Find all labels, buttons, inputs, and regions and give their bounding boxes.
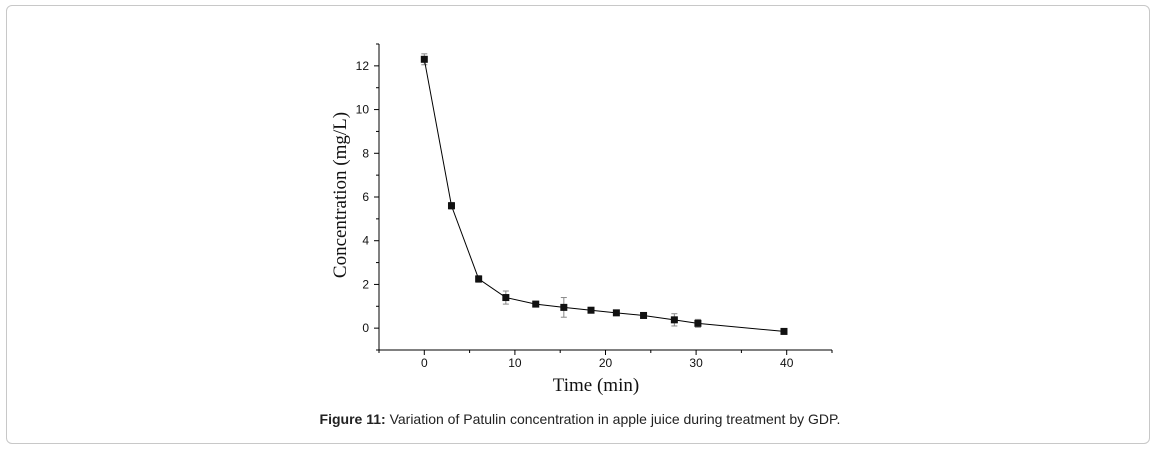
data-point-4 [532,300,540,308]
chart-axes [378,44,832,351]
x-tick-label-30: 30 [689,356,703,370]
figure-frame [6,5,1150,444]
y-tick-label-6: 6 [362,190,369,204]
data-point-2 [475,275,483,283]
y-tick-label-2: 2 [362,277,369,291]
y-tick-label-10: 10 [356,103,370,117]
data-point-1 [447,202,455,210]
x-tick-label-0: 0 [421,356,428,370]
data-point-10 [694,319,702,327]
y-tick-label-8: 8 [362,146,369,160]
data-point-3 [502,294,510,302]
error-bars [421,53,787,334]
caption-label: Figure 11: [319,411,386,427]
data-point-7 [612,309,620,317]
x-tick-label-20: 20 [599,356,613,370]
x-tick-label-40: 40 [780,356,794,370]
caption-text: Variation of Patulin concentration in ap… [385,411,841,427]
y-axis-title: Concentration (mg/L) [330,112,351,278]
y-tick-label-0: 0 [362,321,369,335]
figure-caption: Figure 11: Variation of Patulin concentr… [0,411,1160,427]
series-line [423,59,785,332]
series-0-line [423,59,785,332]
data-markers [420,55,788,335]
x-axis-title: Time (min) [553,375,639,396]
y-tick-label-12: 12 [356,59,370,73]
data-point-8 [640,311,648,319]
data-point-9 [670,316,678,324]
data-point-0 [420,55,428,63]
x-tick-label-10: 10 [508,356,522,370]
data-point-6 [587,306,595,314]
chart-ticks: 0 10 20 30 40 0 2 4 6 8 10 12 [356,43,833,370]
data-point-11 [780,327,788,335]
y-tick-label-4: 4 [362,234,369,248]
data-point-5 [560,303,568,311]
